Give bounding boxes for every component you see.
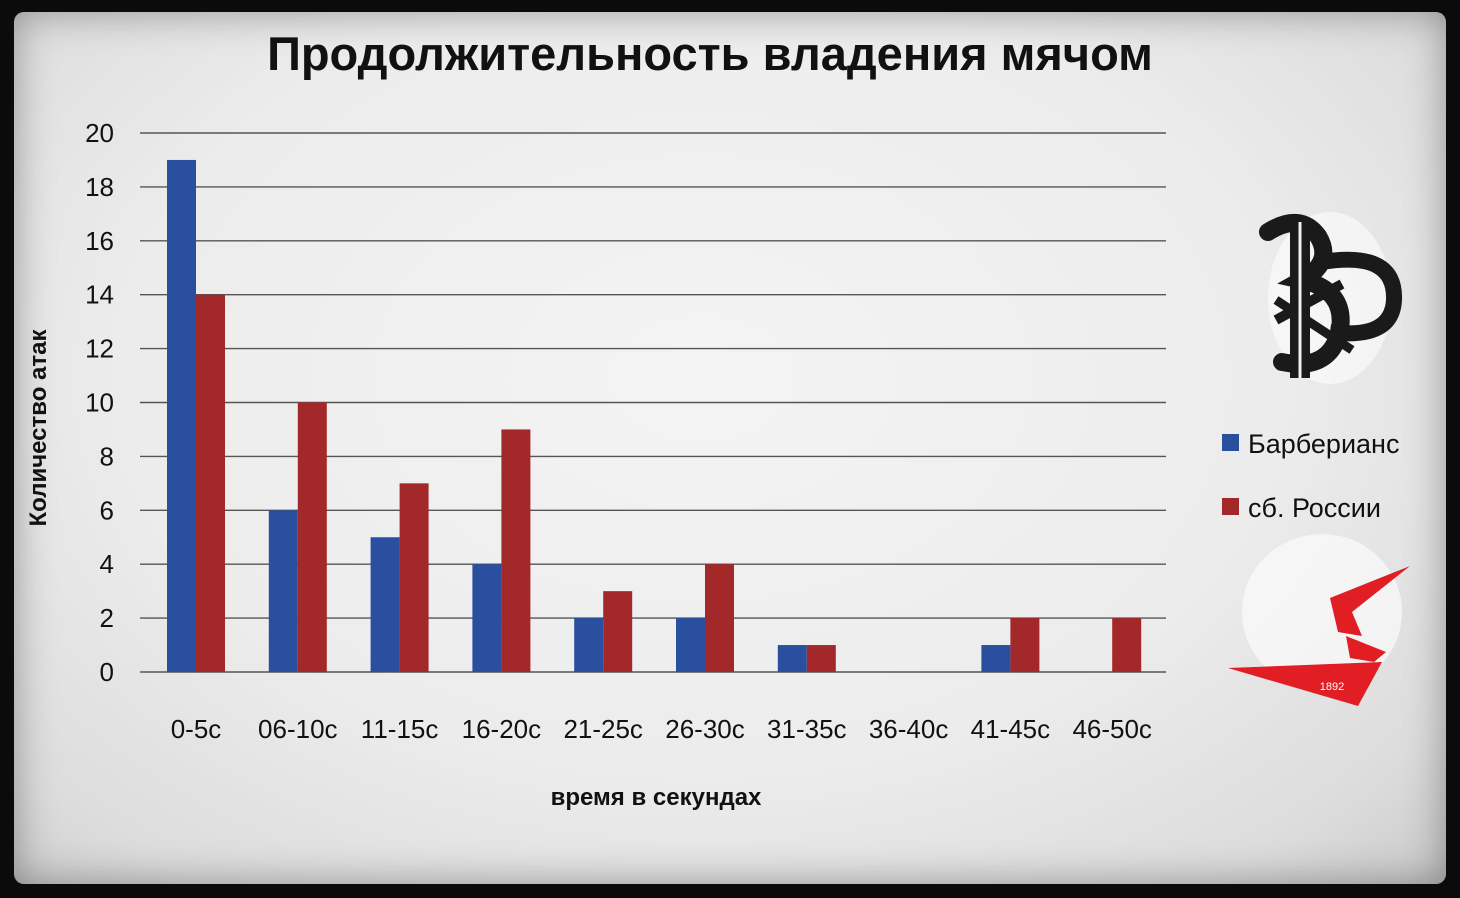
bar-russia-6 bbox=[806, 645, 836, 672]
x-tick-label: 31-35с bbox=[767, 714, 847, 744]
x-tick-label: 11-15с bbox=[361, 714, 439, 744]
bar-russia-5 bbox=[705, 564, 734, 672]
bar-barbarians-0 bbox=[167, 159, 196, 672]
chart-title: Продолжительность владения мячом bbox=[267, 27, 1153, 80]
bar-barbarians-4 bbox=[574, 618, 604, 672]
legend-label-russia: сб. России bbox=[1248, 493, 1381, 523]
x-axis-label: время в секундах bbox=[551, 784, 762, 811]
x-tick-label: 0-5с bbox=[171, 714, 222, 744]
logo-year-1892: 1892 bbox=[1320, 681, 1344, 693]
y-tick-label: 0 bbox=[100, 657, 114, 687]
barbarians-logo bbox=[1259, 212, 1402, 384]
y-tick-label: 16 bbox=[85, 226, 114, 256]
x-tick-label: 21-25с bbox=[563, 714, 643, 744]
y-tick-label: 2 bbox=[100, 603, 114, 633]
bar-russia-3 bbox=[501, 429, 531, 672]
bar-russia-2 bbox=[399, 483, 429, 672]
y-tick-label: 8 bbox=[100, 441, 114, 471]
legend-swatch-barbarians bbox=[1222, 434, 1239, 451]
legend: Барберианс сб. России bbox=[1222, 429, 1399, 523]
bars bbox=[167, 159, 1142, 672]
bar-barbarians-2 bbox=[370, 537, 400, 672]
bar-russia-9 bbox=[1112, 618, 1142, 672]
y-tick-label: 18 bbox=[85, 172, 114, 202]
y-tick-label: 6 bbox=[100, 495, 114, 525]
bar-barbarians-6 bbox=[777, 645, 807, 672]
bar-russia-0 bbox=[196, 294, 225, 672]
legend-label-barbarians: Барберианс bbox=[1248, 429, 1399, 459]
chart-panel bbox=[14, 12, 1446, 884]
bar-barbarians-5 bbox=[676, 618, 705, 672]
y-axis-label: Количество атак bbox=[25, 329, 52, 527]
x-tick-label: 06-10с bbox=[258, 714, 338, 744]
bar-barbarians-3 bbox=[472, 564, 502, 672]
x-tick-label: 41-45с bbox=[971, 714, 1051, 744]
bar-russia-1 bbox=[297, 402, 327, 672]
russia-rugby-logo: 1892 bbox=[1228, 534, 1410, 706]
bar-russia-4 bbox=[603, 591, 633, 672]
x-tick-label: 46-50с bbox=[1072, 714, 1152, 744]
y-tick-label: 20 bbox=[85, 118, 114, 148]
y-tick-label: 10 bbox=[85, 388, 114, 418]
x-tick-label: 36-40с bbox=[869, 714, 949, 744]
x-tick-label: 26-30с bbox=[665, 714, 745, 744]
y-tick-label: 14 bbox=[85, 280, 114, 310]
bar-barbarians-1 bbox=[268, 510, 298, 672]
y-tick-labels: 0 2 4 6 8 10 12 14 16 18 20 bbox=[85, 118, 114, 687]
x-tick-labels: 0-5с 06-10с 11-15с 16-20с 21-25с 26-30с 31-35с… bbox=[171, 714, 1152, 744]
y-tick-label: 4 bbox=[100, 549, 114, 579]
x-tick-label: 16-20с bbox=[462, 714, 542, 744]
y-tick-label: 12 bbox=[85, 334, 114, 364]
legend-swatch-russia bbox=[1222, 498, 1239, 515]
bar-russia-8 bbox=[1010, 618, 1040, 672]
bar-barbarians-8 bbox=[981, 645, 1011, 672]
